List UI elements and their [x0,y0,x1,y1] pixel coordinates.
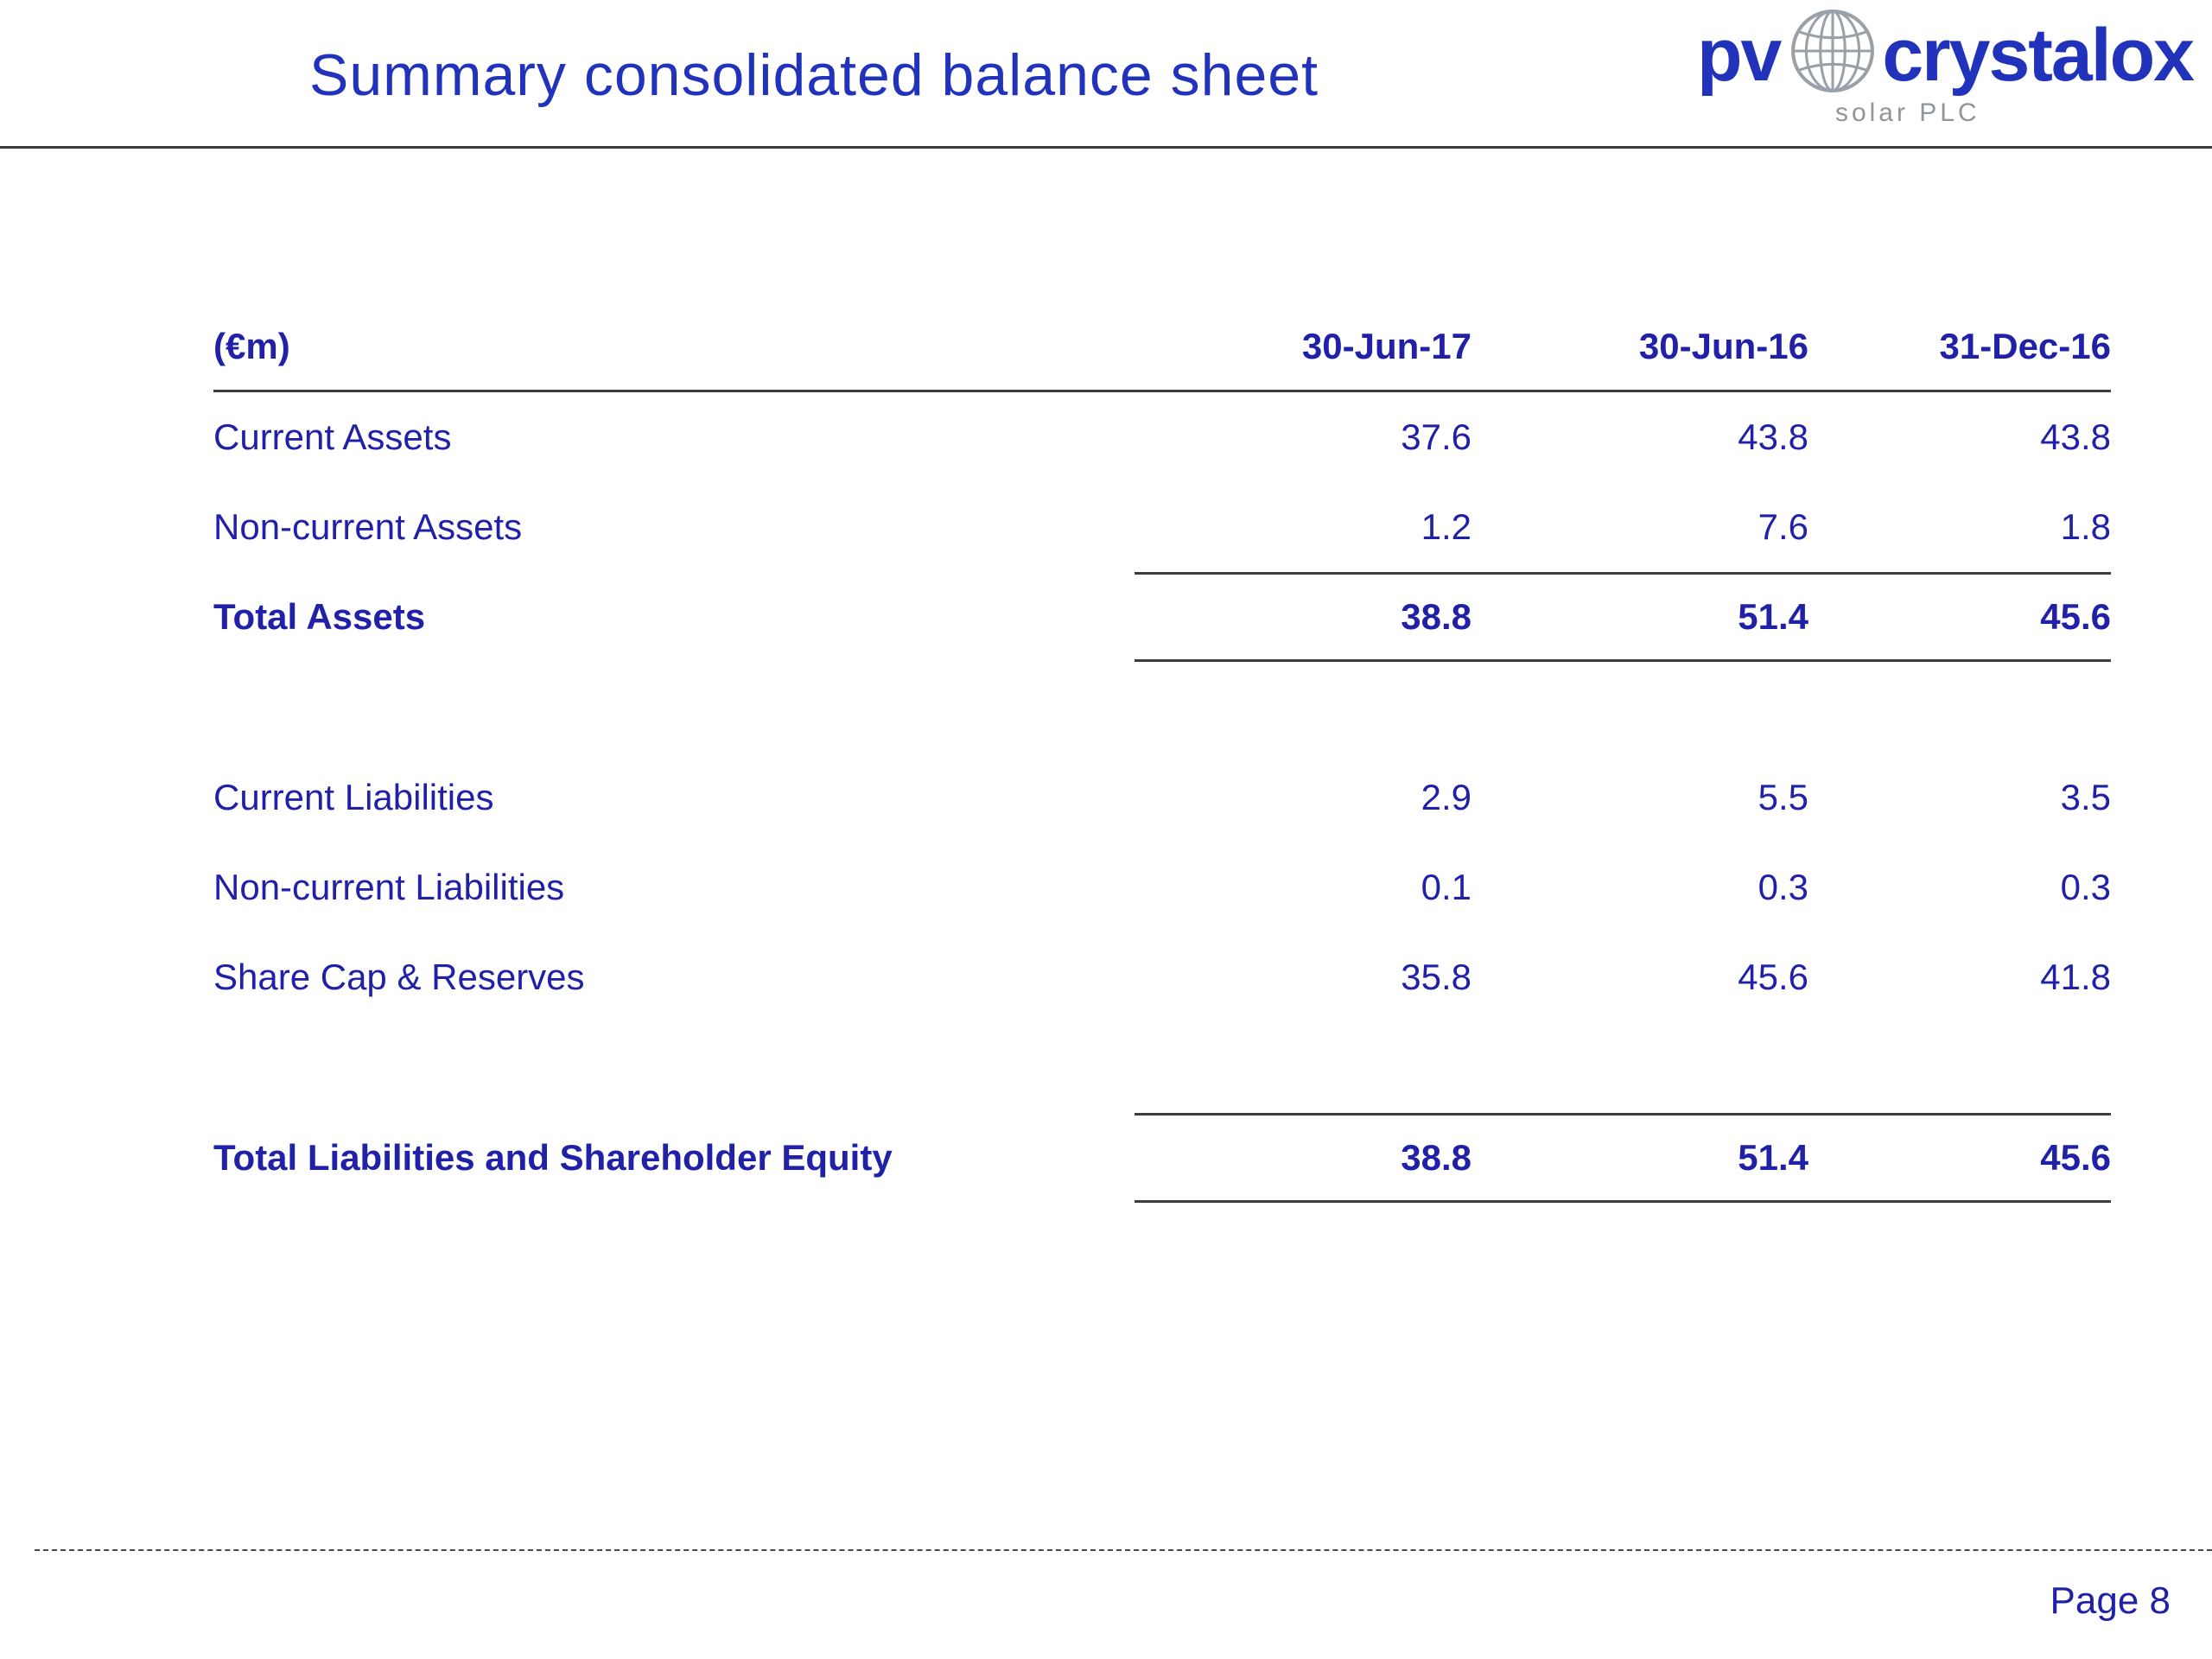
row-label: Total Liabilities and Shareholder Equity [213,1137,893,1178]
page-number: Page 8 [2050,1580,2171,1622]
row-value: 2.9 [1421,777,1471,817]
column-header: 30-Jun-17 [1301,325,1471,366]
row-value: 37.6 [1401,416,1471,457]
logo-row: pv crystalox [1696,7,2195,104]
row-value: 0.1 [1421,867,1471,907]
table-row-current-assets: Current Assets 37.6 43.8 43.8 [213,392,2111,482]
table-section-gap [213,662,2111,753]
row-value: 51.4 [1471,572,1808,662]
row-label: Current Assets [213,416,452,457]
globe-icon [1791,10,1875,92]
column-header: 30-Jun-16 [1638,325,1808,366]
row-value: 43.8 [1738,416,1808,457]
row-value: 51.4 [1471,1113,1808,1203]
row-label: Current Liabilities [213,777,494,817]
row-label: Non-current Liabilities [213,867,565,907]
footer-divider [35,1549,2212,1551]
row-value: 1.8 [2060,506,2111,547]
row-value: 43.8 [2040,416,2111,457]
row-label: Total Assets [213,596,426,637]
row-value: 0.3 [2060,867,2111,907]
logo-text-crystalox: crystalox [1882,14,2195,97]
table-row-non-current-liabilities: Non-current Liabilities 0.1 0.3 0.3 [213,842,2111,932]
row-label: Share Cap & Reserves [213,957,585,997]
row-value: 35.8 [1401,957,1471,997]
row-value: 1.2 [1421,506,1471,547]
table-row-current-liabilities: Current Liabilities 2.9 5.5 3.5 [213,753,2111,842]
row-value: 0.3 [1758,867,1808,907]
table-section-gap [213,1022,2111,1113]
row-value: 7.6 [1758,506,1808,547]
row-value: 45.6 [1808,572,2111,662]
logo-subtitle: solar PLC [1834,99,1980,127]
column-header: 31-Dec-16 [1939,325,2111,366]
unit-header: (€m) [213,325,290,366]
row-value: 5.5 [1758,777,1808,817]
row-value: 45.6 [1738,957,1808,997]
page-title: Summary consolidated balance sheet [309,42,1319,108]
table-row-share-cap-reserves: Share Cap & Reserves 35.8 45.6 41.8 [213,932,2111,1022]
balance-sheet-table: (€m) 30-Jun-17 30-Jun-16 31-Dec-16 Curre… [213,302,2111,1203]
row-value: 41.8 [2040,957,2111,997]
row-value: 38.8 [1135,572,1471,662]
table-header-row: (€m) 30-Jun-17 30-Jun-16 31-Dec-16 [213,302,2111,392]
row-value: 38.8 [1135,1113,1471,1203]
table-row-total-assets: Total Assets 38.8 51.4 45.6 [213,572,2111,662]
logo-text-pv: pv [1696,14,1782,97]
row-value: 45.6 [1808,1113,2111,1203]
company-logo: pv crystalox solar PLC [1696,7,2195,128]
row-value: 3.5 [2060,777,2111,817]
slide-header: Summary consolidated balance sheet pv cr… [0,0,2212,149]
table-row-total-liabilities-equity: Total Liabilities and Shareholder Equity… [213,1113,2111,1203]
row-label: Non-current Assets [213,506,523,547]
table-row-non-current-assets: Non-current Assets 1.2 7.6 1.8 [213,482,2111,572]
